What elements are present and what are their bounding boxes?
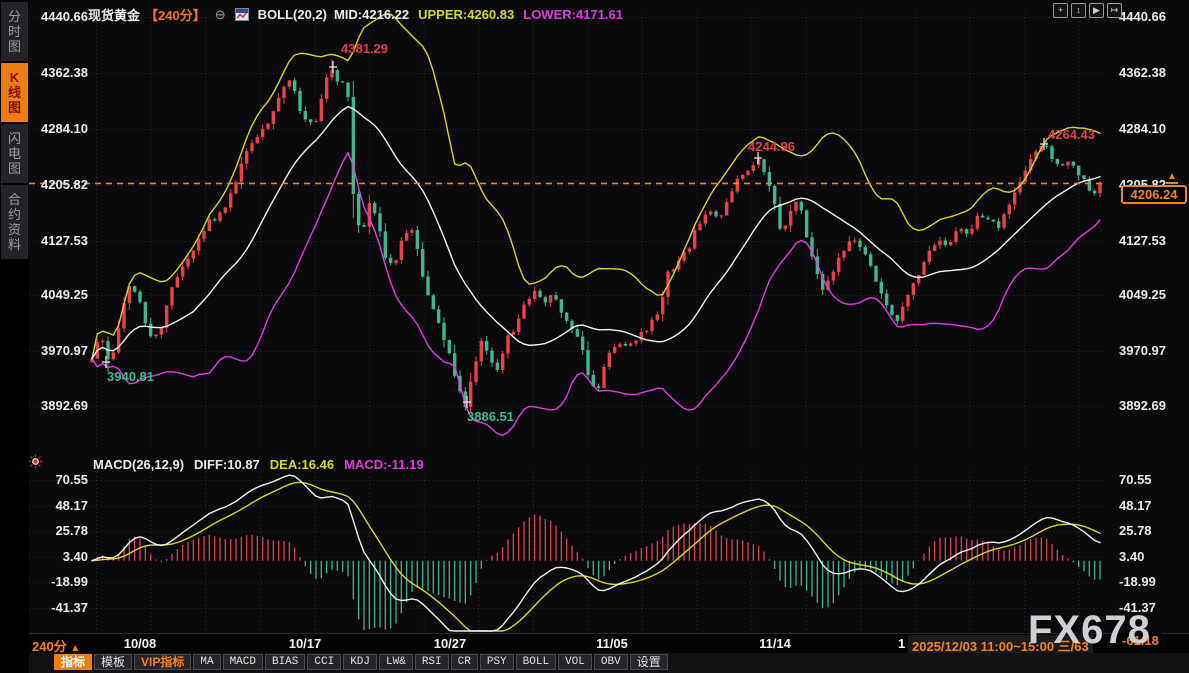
- indicator-label[interactable]: BOLL(20,2): [257, 7, 327, 22]
- brand-watermark: FX678: [1028, 608, 1151, 652]
- toolbar-button-BOLL[interactable]: BOLL: [515, 654, 557, 670]
- toolbar-button-PSY[interactable]: PSY: [479, 654, 514, 670]
- price-marker-4244.96: 4244.96: [748, 139, 795, 154]
- price-axis-label-right-6: 3970.97: [1119, 343, 1166, 358]
- time-axis: 240分 ▲ 1 2025/12/03 11:00~15:00 三/63 10/…: [29, 633, 1189, 656]
- period-selector[interactable]: 240分 ▲: [32, 639, 81, 654]
- sidebar-tab-3[interactable]: 闪 电 图: [1, 124, 28, 183]
- boll-lower-value: LOWER:4171.61: [523, 7, 623, 22]
- period-badge: 【240分】: [145, 8, 206, 23]
- price-axis-label-left-7: 3892.69: [41, 398, 88, 413]
- price-marker-3886.51: 3886.51: [467, 409, 514, 424]
- price-axis-label-left-2: 4284.10: [41, 121, 88, 136]
- indicator-toolbar-strip: 指标 模板 VIP指标 MA MACD BIAS CCI KDJ LW& RSI CR PSY BOLL…: [29, 653, 1189, 673]
- price-axis-label-left-5: 4049.25: [41, 287, 88, 302]
- macd-axis-label-right-3: 3.40: [1119, 548, 1145, 564]
- price-axis-label-right-2: 4284.10: [1119, 121, 1166, 136]
- macd-axis-label-left-5: -41.37: [51, 600, 88, 615]
- boll-mid-value: MID:4216.22: [333, 7, 410, 22]
- macd-axis-label-left-1: 48.17: [55, 497, 88, 513]
- macd-layer: [91, 474, 1101, 632]
- sidebar-tab-4[interactable]: 合 约 资 料: [1, 185, 28, 259]
- price-axis-label-left-1: 4362.38: [41, 65, 88, 80]
- sidebar-tab-1[interactable]: 分 时 图: [1, 2, 28, 61]
- crosshair-tool-icon[interactable]: +: [1053, 3, 1068, 18]
- x-axis-date: 10/17: [288, 636, 322, 651]
- toolbar-button-MACD[interactable]: MACD: [222, 654, 263, 670]
- toolbar-button-MA[interactable]: MA: [193, 654, 221, 670]
- macd-dea-value: DEA:16.46: [269, 457, 335, 472]
- macd-axis-label-left-3: 3.40: [62, 548, 88, 564]
- detach-pane-icon[interactable]: ⊖: [214, 6, 226, 22]
- shift-right-icon[interactable]: ↦: [1107, 3, 1122, 18]
- macd-last-value-tag: -61.18: [1119, 633, 1162, 648]
- price-axis-label-right-0: 4440.66: [1119, 9, 1166, 24]
- price-axis-label-left-6: 3970.97: [41, 343, 88, 358]
- toolbar-button-指标[interactable]: 指标: [54, 654, 93, 670]
- macd-axis-label-left-4: -18.99: [51, 574, 88, 590]
- bollinger-layer: [91, 13, 1101, 436]
- period-arrow-icon: ▲: [70, 643, 81, 654]
- toolbar-button-VIP指标[interactable]: VIP指标: [134, 654, 192, 670]
- hovered-bar-datetime: 2025/12/03 11:00~15:00 三/63: [908, 635, 1093, 656]
- x-axis-date: 11/14: [759, 636, 791, 651]
- price-axis-label-left-4: 4127.53: [41, 233, 88, 248]
- macd-axis-label-left-0: 70.55: [55, 472, 88, 487]
- macd-axis-label-right-2: 25.78: [1119, 523, 1152, 539]
- toolbar-button-模板[interactable]: 模板: [94, 654, 133, 670]
- macd-hist-value: MACD:-11.19: [344, 457, 424, 472]
- x-axis-date: 11/05: [596, 636, 628, 651]
- price-axis-label-left-3: 4205.82: [41, 177, 88, 192]
- toolbar-button-LW&[interactable]: LW&: [379, 654, 413, 670]
- boll-upper-value: UPPER:4260.83: [418, 7, 515, 22]
- price-marker-4381.29: 4381.29: [341, 41, 388, 56]
- toolbar-button-VOL[interactable]: VOL: [558, 654, 592, 670]
- expand-vertical-icon[interactable]: ↕: [1071, 3, 1086, 18]
- price-axis-label-right-5: 4049.25: [1119, 287, 1166, 302]
- macd-axis-label-right-0: 70.55: [1119, 472, 1152, 487]
- toolbar-button-设置[interactable]: 设置: [629, 654, 668, 670]
- toolbar-button-BIAS[interactable]: BIAS: [264, 654, 306, 670]
- x-axis-date: 10/08: [123, 636, 157, 651]
- live-indicator-icon[interactable]: [28, 454, 43, 474]
- macd-axis-label-right-4: -18.99: [1119, 574, 1156, 590]
- candles-layer: [90, 59, 1102, 413]
- chart-header: 现货黄金 【240分】 ⊖ BOLL(20,2) MID:4216.22 UPP…: [88, 5, 623, 24]
- sidebar-tab-2[interactable]: K 线 图: [1, 63, 28, 122]
- price-axis-label-right-7: 3892.69: [1119, 398, 1166, 413]
- macd-diff-value: DIFF:10.87: [194, 457, 260, 472]
- macd-axis-label-right-1: 48.17: [1119, 497, 1152, 513]
- x-axis-partial-date: 1: [898, 636, 906, 651]
- marker-crosses: [102, 61, 1048, 408]
- price-axis-label-left-0: 4440.66: [41, 9, 88, 24]
- last-price-tag: 4206.24: [1121, 185, 1187, 204]
- macd-title[interactable]: MACD(26,12,9): [93, 457, 185, 472]
- macd-axis-label-left-2: 25.78: [55, 523, 88, 539]
- grid: [29, 13, 1105, 632]
- toolbar-button-KDJ[interactable]: KDJ: [343, 654, 378, 670]
- macd-axis-label-right-5: -41.37: [1119, 600, 1156, 615]
- toolbar-button-CR[interactable]: CR: [450, 654, 478, 670]
- next-pane-icon[interactable]: ▶: [1089, 3, 1104, 18]
- toolbar-button-RSI[interactable]: RSI: [414, 654, 449, 670]
- boll-indicator-icon[interactable]: [234, 8, 249, 21]
- toolbar-button-OBV[interactable]: OBV: [593, 654, 628, 670]
- price-axis-label-right-4: 4127.53: [1119, 233, 1166, 248]
- toolbar-button-CCI[interactable]: CCI: [307, 654, 342, 670]
- price-axis-label-right-1: 4362.38: [1119, 65, 1166, 80]
- macd-header: MACD(26,12,9) DIFF:10.87 DEA:16.46 MACD:…: [93, 457, 424, 472]
- chart-toolbar-icons: + ↕ ▶ ↦: [1053, 3, 1122, 18]
- price-marker-4264.43: 4264.43: [1048, 127, 1095, 142]
- scroll-to-latest-icon[interactable]: ▲: [1166, 171, 1178, 184]
- x-axis-date: 10/27: [433, 636, 467, 651]
- symbol-name: 现货黄金: [88, 8, 141, 23]
- indicator-toolbar: 指标 模板 VIP指标 MA MACD BIAS CCI KDJ LW& RSI CR PSY BOLL…: [54, 654, 670, 670]
- price-marker-3940.81: 3940.81: [107, 369, 154, 384]
